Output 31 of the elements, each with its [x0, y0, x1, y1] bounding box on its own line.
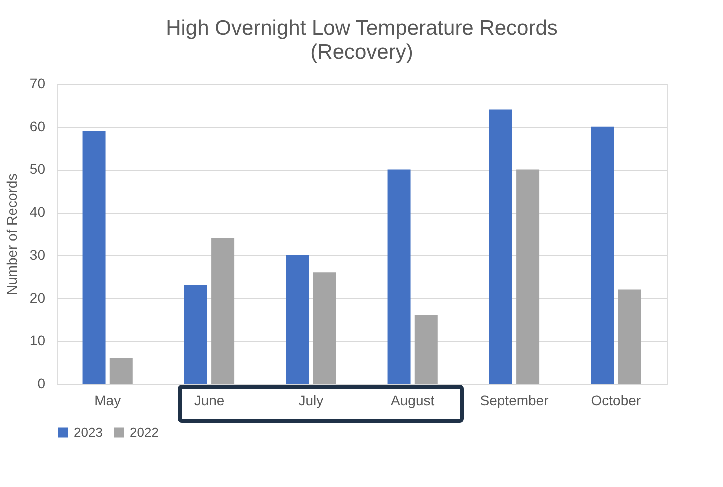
bar: [414, 315, 438, 384]
bar: [591, 126, 614, 384]
y-tick-label: 20: [30, 290, 46, 306]
y-tick-label: 60: [30, 118, 46, 134]
y-tick-label: 50: [30, 161, 46, 178]
y-tick-label: 10: [30, 332, 46, 349]
y-tick-label: 30: [30, 246, 46, 263]
bar: [388, 170, 411, 384]
y-tick-label: 40: [30, 204, 46, 220]
bar: [212, 238, 235, 384]
legend-label: 2022: [130, 424, 159, 440]
y-tick-label: 70: [30, 76, 46, 92]
x-tick-label: May: [94, 392, 122, 408]
bar: [618, 290, 642, 384]
y-axis-title: Number of Records: [4, 174, 20, 296]
bar: [516, 170, 540, 384]
x-tick-label: September: [480, 392, 550, 408]
y-tick-label: 0: [38, 376, 46, 392]
bar: [286, 255, 310, 384]
x-tick-label: July: [298, 392, 324, 408]
x-tick-label: October: [591, 392, 642, 408]
bar: [110, 358, 133, 384]
bar: [489, 110, 512, 384]
bar: [82, 131, 106, 384]
legend-label: 2023: [74, 424, 103, 440]
bar: [313, 272, 336, 384]
x-tick-label: June: [194, 392, 225, 408]
chart-subtitle: (Recovery): [310, 41, 414, 64]
bar: [184, 285, 208, 384]
x-tick-label: August: [391, 392, 435, 408]
chart-title: High Overnight Low Temperature Records: [166, 17, 558, 40]
